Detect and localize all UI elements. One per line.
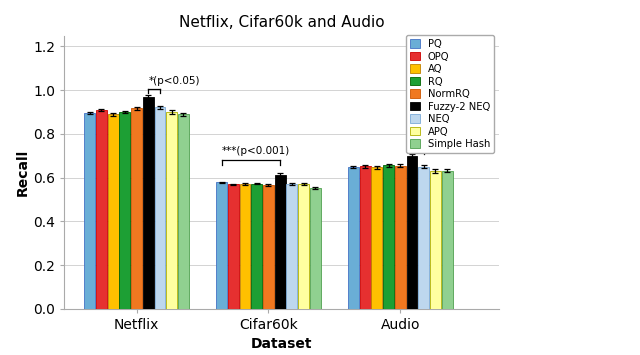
- Bar: [108, 114, 118, 309]
- Bar: [119, 112, 131, 309]
- Bar: [228, 184, 239, 309]
- Bar: [383, 165, 394, 309]
- Bar: [154, 107, 165, 309]
- Bar: [252, 184, 262, 309]
- Bar: [360, 166, 371, 309]
- Text: *(p<0.05): *(p<0.05): [148, 76, 200, 86]
- Bar: [131, 108, 142, 309]
- Bar: [406, 156, 417, 309]
- Legend: PQ, OPQ, AQ, RQ, NormRQ, Fuzzy-2 NEQ, NEQ, APQ, Simple Hash: PQ, OPQ, AQ, RQ, NormRQ, Fuzzy-2 NEQ, NE…: [406, 35, 494, 153]
- Text: **(p<0.01): **(p<0.01): [412, 135, 468, 145]
- Bar: [419, 167, 429, 309]
- Title: Netflix, Cifar60k and Audio: Netflix, Cifar60k and Audio: [179, 15, 385, 30]
- Bar: [287, 184, 298, 309]
- Bar: [239, 184, 250, 309]
- Bar: [430, 171, 441, 309]
- Bar: [143, 97, 154, 309]
- Y-axis label: Recall: Recall: [16, 148, 30, 196]
- Bar: [442, 171, 452, 309]
- X-axis label: Dataset: Dataset: [251, 338, 312, 351]
- Bar: [263, 185, 274, 309]
- Bar: [166, 112, 177, 309]
- Bar: [348, 167, 359, 309]
- Bar: [310, 189, 321, 309]
- Bar: [216, 182, 227, 309]
- Text: ***(p<0.001): ***(p<0.001): [221, 146, 290, 156]
- Bar: [96, 110, 107, 309]
- Bar: [371, 167, 382, 309]
- Bar: [84, 113, 95, 309]
- Bar: [275, 175, 285, 309]
- Bar: [395, 166, 406, 309]
- Bar: [178, 114, 189, 309]
- Bar: [298, 184, 309, 309]
